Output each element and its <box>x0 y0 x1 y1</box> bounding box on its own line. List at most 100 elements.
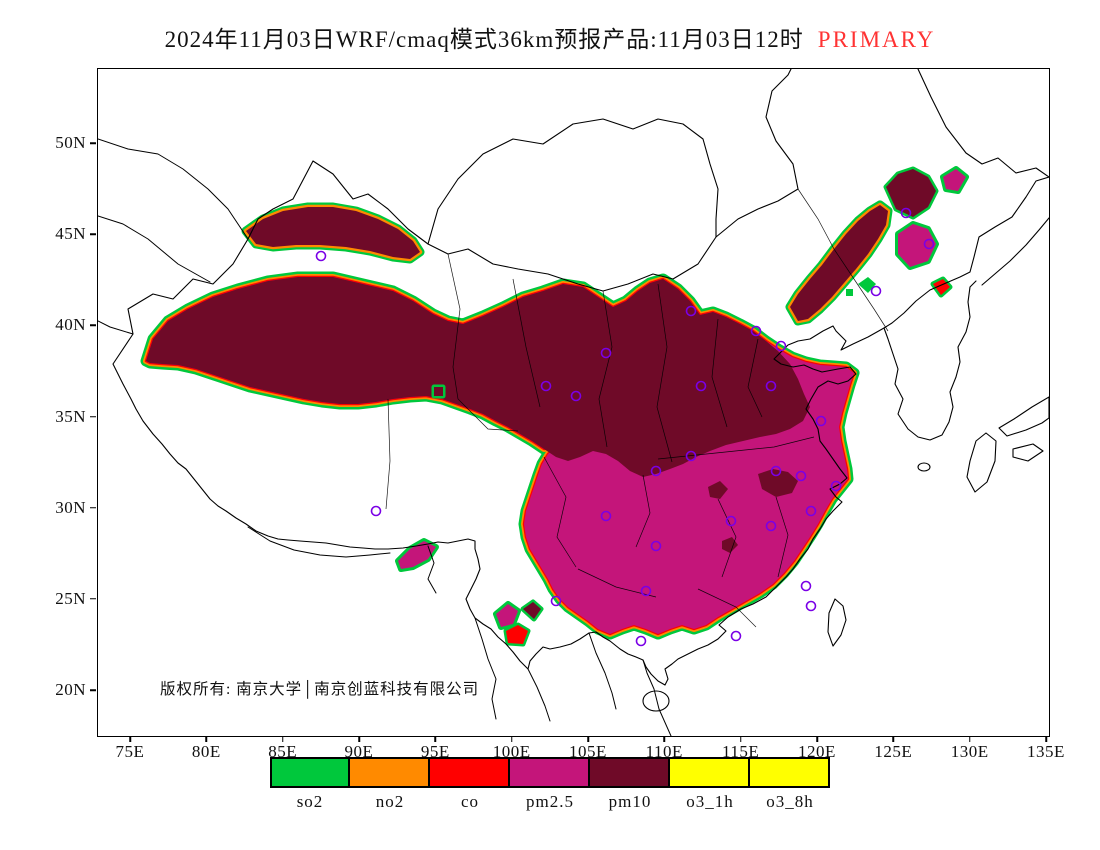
pm10-patch <box>722 537 738 553</box>
legend-item-o3_1h: o3_1h <box>668 757 750 812</box>
legend-label: so2 <box>296 792 324 811</box>
ne-patch <box>940 166 969 194</box>
x-axis-label: 130E <box>950 742 989 761</box>
y-axis-label: 40N <box>55 315 86 335</box>
x-axis-tick <box>739 736 742 742</box>
korea-outline <box>883 280 977 441</box>
pollutant-legend: so2 no2 co pm2.5 pm10 o3_1h o3_8h <box>270 757 830 812</box>
legend-label: co <box>460 792 480 811</box>
japan-honshu <box>998 396 1049 437</box>
legend-label: pm2.5 <box>526 792 574 811</box>
jeju-island <box>917 462 931 472</box>
forecast-map <box>98 69 1049 736</box>
southeast-asia-borders <box>247 526 672 736</box>
yunnan-patch <box>503 622 531 647</box>
page-title: 2024年11月03日WRF/cmaq模式36km预报产品:11月03日12时 P… <box>0 20 1100 54</box>
pm10-region <box>146 277 810 477</box>
y-axis-tick <box>90 415 96 418</box>
x-axis-tick <box>968 736 971 742</box>
north-xinjiang-band-pm10 <box>243 204 423 262</box>
x-axis-label: 115E <box>722 742 760 761</box>
x-axis-tick <box>587 736 589 742</box>
x-axis-tick <box>510 736 513 742</box>
legend-swatch-o3_8h <box>748 757 830 788</box>
ne-band-pm10 <box>787 202 891 324</box>
pm10-patch <box>758 469 798 497</box>
mongolia-border <box>427 118 719 245</box>
y-axis-label: 50N <box>55 133 86 152</box>
x-axis-label: 120E <box>798 742 836 761</box>
x-axis-tick <box>1045 736 1047 742</box>
y-axis-label: 45N <box>55 224 86 244</box>
legend-swatch-pm10 <box>588 757 670 788</box>
y-axis-label: 30N <box>55 497 86 517</box>
x-axis-tick <box>205 736 208 742</box>
x-axis-tick <box>663 736 666 742</box>
y-axis-tick <box>90 506 96 509</box>
province-borders <box>385 188 889 628</box>
y-axis-label: 35N <box>55 406 86 426</box>
x-axis-label: 75E <box>115 742 145 761</box>
y-axis-tick <box>90 598 96 600</box>
title-text: 2024年11月03日WRF/cmaq模式36km预报产品:11月03日12时 <box>164 27 804 52</box>
legend-swatch-co <box>428 757 510 788</box>
y-axis-label: 25N <box>55 588 86 608</box>
y-axis-tick <box>90 689 96 691</box>
x-axis-label: 110E <box>645 742 683 761</box>
qinghai-dot <box>431 384 446 399</box>
x-axis-tick <box>281 736 284 742</box>
legend-swatch-no2 <box>348 757 430 788</box>
japan-kyushu <box>966 432 997 493</box>
x-axis-tick <box>892 736 895 742</box>
legend-label: o3_8h <box>766 792 814 811</box>
x-axis-tick <box>816 736 818 742</box>
china-outline <box>112 69 1049 686</box>
x-axis-label: 80E <box>191 742 221 761</box>
ne-green-dot <box>858 277 876 293</box>
country-borders <box>98 69 1049 736</box>
x-axis-label: 135E <box>1027 742 1065 761</box>
x-axis-label: 95E <box>420 742 450 761</box>
hainan-island <box>642 690 670 712</box>
y-axis-tick <box>90 233 96 235</box>
legend-item-no2: no2 <box>348 757 430 812</box>
pm10-patch <box>708 481 728 499</box>
city-markers <box>315 207 935 647</box>
x-axis-tick <box>358 736 360 742</box>
ne-green-dot <box>846 289 853 296</box>
legend-label: no2 <box>375 792 405 811</box>
legend-swatch-pm2.5 <box>508 757 590 788</box>
south-tibet-patch <box>395 538 439 572</box>
x-axis-label: 105E <box>569 742 607 761</box>
y-axis-tick <box>90 324 96 327</box>
legend-item-so2: so2 <box>270 757 350 812</box>
yunnan-patch <box>493 601 521 630</box>
legend-item-co: co <box>428 757 510 812</box>
x-axis-label: 125E <box>874 742 913 761</box>
x-axis-label: 90E <box>344 742 374 761</box>
x-axis-tick <box>129 736 131 742</box>
copyright-text: 版权所有: 南京大学│南京创蓝科技有限公司 <box>160 681 480 698</box>
russia-coastline <box>981 217 1049 286</box>
central-asia-borders <box>98 138 249 335</box>
y-axis-label: 20N <box>55 680 86 699</box>
legend-label: o3_1h <box>686 792 734 811</box>
title-primary-tag: PRIMARY <box>817 27 936 52</box>
ne-patch <box>895 221 939 270</box>
legend-label: pm10 <box>608 792 652 811</box>
ne-patch <box>883 166 939 220</box>
map-frame: 版权所有: 南京大学│南京创蓝科技有限公司 <box>97 68 1050 737</box>
japan-shikoku <box>1012 443 1044 462</box>
pollution-regions <box>140 166 969 647</box>
legend-swatch-o3_1h <box>668 757 750 788</box>
legend-item-pm2.5: pm2.5 <box>508 757 590 812</box>
x-axis-tick <box>434 736 437 742</box>
x-axis-label: 100E <box>492 742 531 761</box>
yunnan-patch <box>520 599 544 622</box>
legend-item-o3_8h: o3_8h <box>748 757 830 812</box>
x-axis-label: 85E <box>268 742 298 761</box>
taiwan-island <box>827 598 847 647</box>
legend-swatch-so2 <box>270 757 350 788</box>
y-axis-tick <box>90 142 96 144</box>
